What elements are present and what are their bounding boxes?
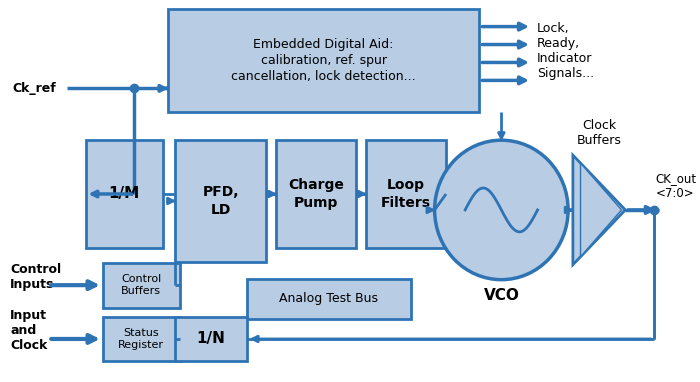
Polygon shape (580, 163, 622, 257)
Text: Charge
Pump: Charge Pump (288, 178, 344, 210)
FancyBboxPatch shape (366, 140, 446, 248)
Polygon shape (573, 155, 625, 265)
FancyBboxPatch shape (175, 140, 266, 262)
Text: Control
Buffers: Control Buffers (121, 274, 162, 296)
Text: VCO: VCO (484, 288, 519, 303)
FancyBboxPatch shape (276, 140, 356, 248)
FancyBboxPatch shape (246, 279, 411, 319)
Text: Loop
Filters: Loop Filters (381, 178, 431, 210)
Text: 1/N: 1/N (197, 332, 225, 346)
Text: CK_out
<7:0>: CK_out <7:0> (656, 172, 697, 200)
FancyBboxPatch shape (175, 317, 246, 361)
Text: Analog Test Bus: Analog Test Bus (279, 292, 378, 305)
Text: Embedded Digital Aid:
calibration, ref. spur
cancellation, lock detection...: Embedded Digital Aid: calibration, ref. … (231, 38, 416, 83)
Text: PFD,
LD: PFD, LD (202, 185, 239, 217)
FancyBboxPatch shape (167, 9, 480, 112)
Text: Input
and
Clock: Input and Clock (10, 309, 48, 353)
Text: Clock
Buffers: Clock Buffers (577, 119, 622, 147)
Circle shape (435, 140, 568, 280)
FancyBboxPatch shape (103, 263, 180, 308)
FancyBboxPatch shape (103, 317, 180, 361)
Text: Lock,
Ready,
Indicator
Signals...: Lock, Ready, Indicator Signals... (537, 22, 594, 79)
Text: 1/M: 1/M (108, 186, 140, 201)
Text: Control
Inputs: Control Inputs (10, 263, 62, 291)
Text: Status
Register: Status Register (118, 328, 164, 350)
Text: Ck_ref: Ck_ref (12, 82, 56, 95)
FancyBboxPatch shape (85, 140, 163, 248)
